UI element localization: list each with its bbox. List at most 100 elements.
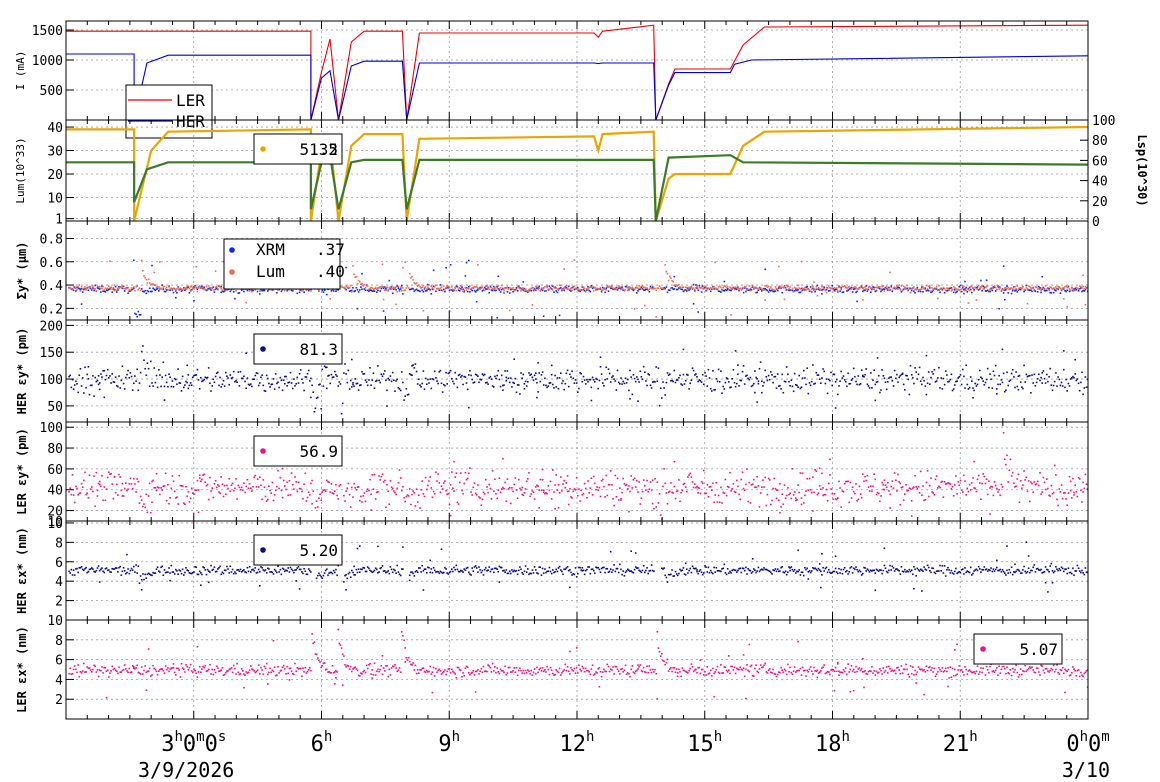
data-point bbox=[757, 289, 760, 291]
data-point bbox=[1055, 289, 1057, 292]
data-point bbox=[881, 285, 883, 288]
data-point bbox=[818, 378, 821, 380]
data-point bbox=[705, 375, 707, 377]
data-point bbox=[410, 277, 412, 279]
data-point bbox=[651, 569, 654, 572]
data-point bbox=[870, 291, 872, 293]
data-point bbox=[293, 378, 295, 380]
data-point bbox=[105, 567, 108, 569]
data-point bbox=[573, 488, 576, 490]
data-point bbox=[494, 289, 496, 292]
data-point bbox=[189, 572, 192, 575]
data-point bbox=[310, 288, 312, 291]
data-point bbox=[636, 376, 638, 378]
data-point bbox=[879, 286, 881, 288]
data-point bbox=[488, 288, 490, 291]
data-point bbox=[179, 287, 182, 290]
data-point bbox=[603, 385, 605, 387]
data-point bbox=[681, 569, 684, 571]
data-point bbox=[397, 571, 400, 573]
data-point bbox=[556, 377, 559, 379]
data-point bbox=[1024, 288, 1026, 291]
data-point bbox=[461, 286, 463, 288]
data-point bbox=[395, 289, 397, 291]
data-point bbox=[114, 288, 117, 291]
data-point bbox=[1058, 378, 1061, 381]
data-point bbox=[678, 377, 680, 379]
data-point bbox=[1082, 285, 1084, 288]
data-point bbox=[664, 394, 666, 396]
data-point bbox=[767, 291, 770, 293]
data-point bbox=[540, 287, 543, 289]
data-point bbox=[147, 278, 150, 281]
data-point bbox=[884, 286, 887, 289]
data-point bbox=[642, 565, 645, 567]
data-point bbox=[976, 286, 979, 288]
data-point bbox=[113, 284, 116, 286]
data-point bbox=[631, 393, 634, 396]
data-point bbox=[173, 377, 176, 380]
outlier-point bbox=[876, 357, 879, 359]
data-point bbox=[964, 289, 966, 292]
data-point bbox=[220, 287, 222, 290]
data-point bbox=[176, 496, 178, 498]
outlier-point bbox=[536, 396, 538, 399]
data-point bbox=[764, 369, 766, 372]
data-point bbox=[335, 483, 337, 486]
data-point bbox=[624, 571, 627, 574]
data-point bbox=[1085, 287, 1088, 290]
data-point bbox=[1061, 287, 1064, 289]
data-point bbox=[76, 286, 78, 288]
data-point bbox=[236, 498, 238, 500]
data-point bbox=[1049, 291, 1051, 294]
data-point bbox=[462, 383, 464, 386]
data-point bbox=[437, 571, 439, 573]
data-point bbox=[607, 286, 610, 288]
data-point bbox=[1002, 372, 1005, 375]
data-point bbox=[518, 478, 520, 481]
data-point bbox=[263, 389, 266, 392]
data-point bbox=[468, 287, 470, 290]
data-point bbox=[151, 382, 153, 384]
data-point bbox=[941, 289, 944, 292]
data-point bbox=[616, 287, 619, 289]
data-point bbox=[686, 290, 688, 292]
data-point bbox=[822, 368, 824, 370]
data-point bbox=[860, 369, 863, 371]
data-point bbox=[439, 491, 442, 494]
outlier-point bbox=[218, 491, 220, 493]
data-point bbox=[754, 486, 756, 489]
data-point bbox=[798, 287, 800, 289]
data-point bbox=[795, 288, 797, 291]
data-point bbox=[761, 380, 763, 383]
data-point bbox=[835, 288, 838, 290]
data-point bbox=[1015, 288, 1017, 290]
data-point bbox=[371, 473, 374, 476]
data-point bbox=[520, 287, 522, 290]
data-point bbox=[265, 374, 268, 377]
data-point bbox=[500, 566, 503, 569]
data-point bbox=[137, 480, 140, 483]
data-point bbox=[457, 289, 460, 291]
data-point bbox=[345, 490, 347, 492]
data-point bbox=[139, 495, 142, 498]
data-point bbox=[186, 287, 188, 290]
data-point bbox=[552, 285, 554, 287]
data-point bbox=[138, 582, 141, 584]
data-point bbox=[651, 287, 654, 290]
data-point bbox=[895, 287, 897, 289]
data-point bbox=[552, 289, 554, 291]
data-point bbox=[1002, 432, 1005, 434]
data-point bbox=[222, 291, 225, 293]
data-point bbox=[366, 285, 369, 287]
data-point bbox=[983, 288, 986, 290]
data-point bbox=[103, 289, 106, 291]
data-point bbox=[125, 482, 127, 484]
data-point bbox=[899, 375, 902, 377]
data-point bbox=[273, 494, 276, 496]
data-point bbox=[305, 376, 308, 378]
outlier-point bbox=[295, 580, 297, 582]
data-point bbox=[267, 567, 269, 570]
data-point bbox=[377, 491, 379, 493]
data-point bbox=[848, 288, 850, 290]
